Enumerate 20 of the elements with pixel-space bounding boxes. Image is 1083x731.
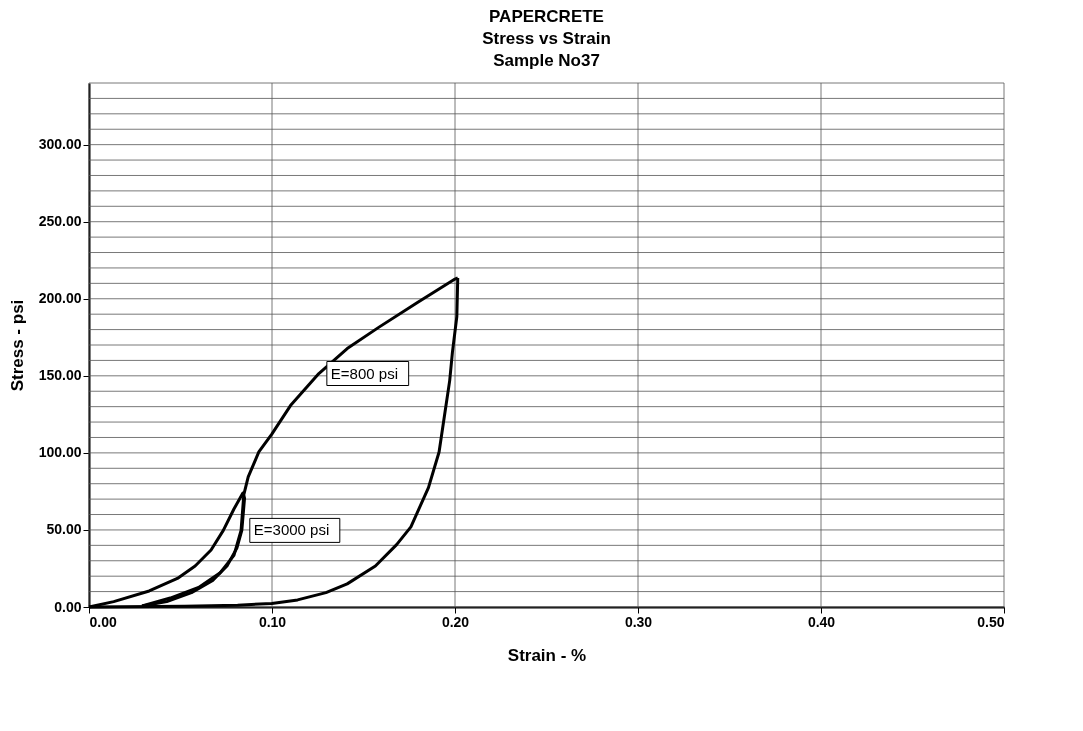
y-tick-label: 0.00 [54, 598, 82, 615]
x-tick-label: 0.10 [258, 613, 287, 630]
x-tick-label: 0.20 [441, 613, 470, 630]
y-tick-label: 250.00 [38, 213, 82, 230]
annotation: E=800 psi [330, 364, 398, 382]
text: PAPERCRETE [489, 7, 604, 26]
text: Stress vs Strain [482, 29, 611, 48]
y-tick-label: 150.00 [38, 367, 82, 384]
y-tick-label: 50.00 [46, 521, 82, 538]
x-tick-label: 0.50 [977, 613, 1005, 630]
x-tick-label: 0.30 [624, 613, 653, 630]
y-tick-label: 100.00 [38, 444, 82, 461]
text: Sample No37 [493, 51, 600, 70]
annotation: E=3000 psi [253, 521, 330, 539]
y-tick-label: 200.00 [38, 290, 82, 307]
y-axis-title: Stress - psi [7, 299, 27, 392]
x-axis-title: Strain - % [507, 645, 587, 665]
x-tick-label: 0.40 [807, 613, 836, 630]
y-tick-label: 300.00 [38, 136, 82, 153]
x-tick-label: 0.00 [89, 613, 117, 630]
